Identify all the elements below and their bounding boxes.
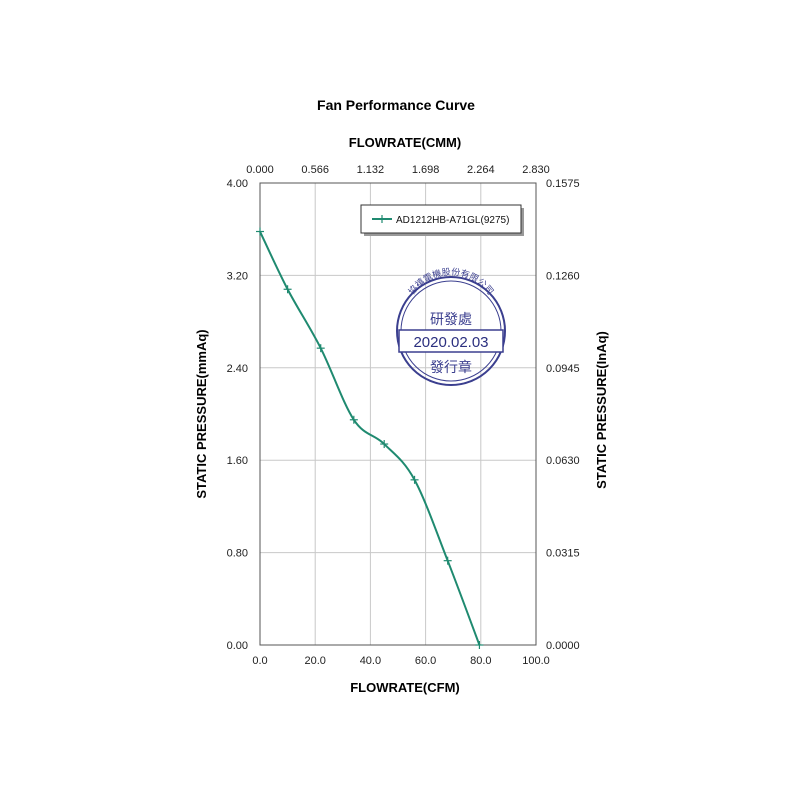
x-tick-label: 20.0 <box>304 655 325 667</box>
y2-axis-label: STATIC PRESSURE(InAq) <box>594 331 609 489</box>
plot-frame <box>259 182 537 646</box>
stamp-department: 研發處 <box>430 312 472 328</box>
x2-axis-label: FLOWRATE(CMM) <box>349 135 461 150</box>
stamp-issue-seal: 發行章 <box>430 359 472 376</box>
x-tick-label: 40.0 <box>360 655 381 667</box>
chart-title: Fan Performance Curve <box>317 97 475 113</box>
y-tick-label: 1.60 <box>227 455 248 467</box>
y2-tick-label: 0.1260 <box>546 270 580 282</box>
stamp-date-box <box>398 329 504 353</box>
y-tick-label: 2.40 <box>227 363 248 375</box>
y2-tick-label: 0.0000 <box>546 640 580 652</box>
data-point <box>256 227 264 236</box>
x-tick-label: 100.0 <box>522 655 550 667</box>
x-tick-label: 60.0 <box>415 655 436 667</box>
series-line <box>259 231 481 646</box>
x2-tick-label: 1.698 <box>412 164 440 176</box>
data-point <box>283 285 292 294</box>
x2-tick-label: 2.830 <box>522 164 550 176</box>
data-point <box>349 415 358 424</box>
y-tick-label: 0.00 <box>227 640 248 652</box>
data-point <box>410 475 419 484</box>
x-axis-label: FLOWRATE(CFM) <box>350 680 460 695</box>
y2-tick-label: 0.0945 <box>546 363 580 375</box>
y2-tick-label: 0.1575 <box>546 178 580 190</box>
y-tick-label: 3.20 <box>227 270 248 282</box>
tick-labels: 0.0 0.000 20.0 0.566 40.0 1.132 60.0 1.698 80.0 2… <box>227 164 580 667</box>
x2-tick-label: 2.264 <box>467 164 495 176</box>
y2-tick-label: 0.0315 <box>546 548 580 560</box>
x2-tick-label: 0.000 <box>246 164 274 176</box>
x2-tick-label: 1.132 <box>357 164 385 176</box>
legend-entry: AD1212HB-A71GL(9275) <box>396 215 509 226</box>
stamp-outer-ring <box>396 276 506 386</box>
x2-tick-label: 0.566 <box>301 164 329 176</box>
data-point <box>380 440 389 449</box>
x-tick-label: 80.0 <box>470 655 491 667</box>
data-point <box>443 556 452 565</box>
x-tick-label: 0.0 <box>252 655 267 667</box>
y-tick-label: 0.80 <box>227 548 248 560</box>
data-point <box>316 344 325 353</box>
data-point <box>475 641 484 649</box>
approval-stamp: 協禧電機股份有限公司 研發處 2020.02.03 發行章 <box>396 266 506 386</box>
stamp-date: 2020.02.03 <box>413 334 488 351</box>
y-axis-label: STATIC PRESSURE(mmAq) <box>194 329 209 498</box>
legend: AD1212HB-A71GL(9275) <box>360 204 524 236</box>
grid <box>260 183 536 645</box>
y2-tick-label: 0.0630 <box>546 455 580 467</box>
y-tick-label: 4.00 <box>227 178 248 190</box>
series-layer <box>256 227 484 649</box>
